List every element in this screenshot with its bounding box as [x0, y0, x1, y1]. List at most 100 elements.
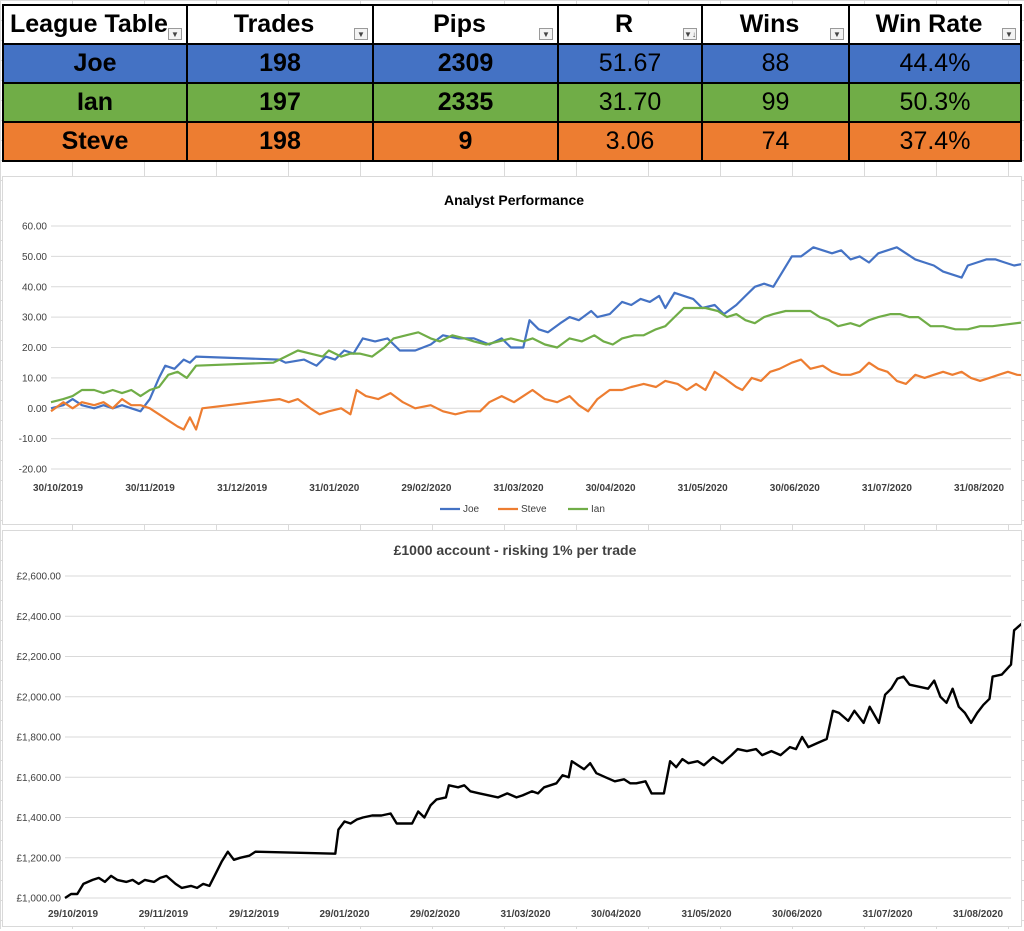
header-cell-r: R ▼↓: [557, 4, 703, 45]
account-balance-svg: £1000 account - risking 1% per trade £2,…: [17, 542, 1024, 920]
table-row-steve: Steve 198 9 3.06 74 37.4%: [2, 121, 1022, 162]
sort-filter-dropdown-icon[interactable]: ▼↓: [683, 28, 697, 40]
x-tick-label: 30/06/2020: [772, 909, 822, 920]
x-tick-label: 29/11/2019: [139, 909, 189, 920]
x-tick-label: 31/05/2020: [681, 909, 731, 920]
y-tick-label: -20.00: [19, 465, 48, 476]
x-tick-label: 31/08/2020: [953, 909, 1003, 920]
header-cell-trades: Trades ▼: [186, 4, 374, 45]
x-tick-label: 30/11/2019: [125, 483, 175, 494]
y-tick-label: £1,400.00: [17, 813, 62, 824]
cell-wins[interactable]: 99: [701, 82, 850, 123]
filter-dropdown-icon[interactable]: ▼: [830, 28, 844, 40]
x-tick-label: 30/04/2020: [586, 483, 636, 494]
cell-r[interactable]: 51.67: [557, 43, 703, 84]
x-tick-label: 31/12/2019: [217, 483, 267, 494]
filter-dropdown-icon[interactable]: ▼: [1002, 28, 1016, 40]
cell-win-rate[interactable]: 44.4%: [848, 43, 1022, 84]
y-tick-label: 0.00: [28, 404, 48, 415]
chart-title: Analyst Performance: [444, 192, 584, 208]
table-row-ian: Ian 197 2335 31.70 99 50.3%: [2, 82, 1022, 123]
x-tick-label: 29/02/2020: [401, 483, 451, 494]
x-tick-label: 30/06/2020: [770, 483, 820, 494]
y-tick-label: £1,000.00: [17, 894, 62, 905]
x-axis-ticks: 29/10/2019 29/11/2019 29/12/2019 29/01/2020…: [48, 909, 1003, 920]
legend: Joe Steve Ian: [440, 504, 605, 515]
analyst-performance-svg: Analyst Performance 60.00 50.00 40.00 30.00…: [19, 192, 1024, 515]
y-tick-label: £2,400.00: [17, 612, 62, 623]
legend-label: Ian: [591, 504, 605, 515]
cell-pips[interactable]: 2309: [372, 43, 559, 84]
x-tick-label: 31/07/2020: [862, 909, 912, 920]
x-tick-label: 29/01/2020: [319, 909, 369, 920]
header-label: R: [614, 10, 634, 38]
series-line[interactable]: [64, 620, 1024, 900]
cell-trades[interactable]: 198: [186, 43, 374, 84]
legend-item-joe[interactable]: Joe: [440, 504, 480, 515]
cell-trades[interactable]: 198: [186, 121, 374, 162]
x-tick-label: 29/02/2020: [410, 909, 460, 920]
chart-title: £1000 account - risking 1% per trade: [394, 542, 637, 558]
cell-wins[interactable]: 88: [701, 43, 850, 84]
gridlines: [51, 225, 1011, 470]
cell-name[interactable]: Steve: [2, 121, 188, 162]
cell-win-rate[interactable]: 50.3%: [848, 82, 1022, 123]
y-tick-label: £1,200.00: [17, 853, 62, 864]
table-row-joe: Joe 198 2309 51.67 88 44.4%: [2, 43, 1022, 84]
x-tick-label: 31/05/2020: [678, 483, 728, 494]
header-label: Win Rate: [875, 10, 983, 38]
cell-win-rate[interactable]: 37.4%: [848, 121, 1022, 162]
legend-item-steve[interactable]: Steve: [498, 504, 547, 515]
y-tick-label: £1,600.00: [17, 773, 62, 784]
cell-name[interactable]: Joe: [2, 43, 188, 84]
y-tick-label: 30.00: [22, 313, 47, 324]
x-tick-label: 31/03/2020: [500, 909, 550, 920]
series-line-joe[interactable]: [50, 246, 1024, 413]
header-cell-league-table: League Table ▼: [2, 4, 188, 45]
series-lines: [50, 246, 1024, 431]
y-tick-label: 50.00: [22, 252, 47, 263]
analyst-performance-chart[interactable]: Analyst Performance 60.00 50.00 40.00 30.00…: [2, 176, 1024, 525]
league-table: League Table ▼ Trades ▼ Pips ▼ R ▼↓ Wins ▼ Wi…: [2, 4, 1022, 162]
x-tick-label: 31/08/2020: [954, 483, 1004, 494]
cell-pips[interactable]: 2335: [372, 82, 559, 123]
x-tick-label: 30/10/2019: [33, 483, 83, 494]
y-tick-label: £2,000.00: [17, 692, 62, 703]
y-tick-label: £1,800.00: [17, 733, 62, 744]
y-tick-label: £2,200.00: [17, 652, 62, 663]
cell-trades[interactable]: 197: [186, 82, 374, 123]
y-tick-label: 40.00: [22, 282, 47, 293]
filter-dropdown-icon[interactable]: ▼: [168, 28, 182, 40]
legend-item-ian[interactable]: Ian: [568, 504, 605, 515]
gridlines: [65, 575, 1011, 899]
y-tick-label: -10.00: [19, 434, 48, 445]
x-tick-label: 31/03/2020: [493, 483, 543, 494]
header-label: League Table: [10, 10, 168, 38]
x-tick-label: 31/01/2020: [309, 483, 359, 494]
account-balance-chart[interactable]: £1000 account - risking 1% per trade £2,…: [2, 530, 1024, 927]
x-tick-label: 31/07/2020: [862, 483, 912, 494]
filter-dropdown-icon[interactable]: ▼: [354, 28, 368, 40]
cell-name[interactable]: Ian: [2, 82, 188, 123]
series-lines: [64, 620, 1024, 900]
header-label: Pips: [433, 10, 486, 38]
y-axis-ticks: 60.00 50.00 40.00 30.00 20.00 10.00 0.00 -10.00…: [19, 222, 48, 476]
y-tick-label: 10.00: [22, 373, 47, 384]
header-cell-wins: Wins ▼: [701, 4, 850, 45]
header-cell-pips: Pips ▼: [372, 4, 559, 45]
cell-r[interactable]: 3.06: [557, 121, 703, 162]
cell-r[interactable]: 31.70: [557, 82, 703, 123]
x-tick-label: 29/10/2019: [48, 909, 98, 920]
series-line-ian[interactable]: [50, 306, 1024, 404]
filter-dropdown-icon[interactable]: ▼: [539, 28, 553, 40]
y-tick-label: 20.00: [22, 343, 47, 354]
y-tick-label: £2,600.00: [17, 572, 62, 583]
x-tick-label: 30/04/2020: [591, 909, 641, 920]
header-label: Wins: [739, 10, 800, 38]
header-label: Trades: [233, 10, 315, 38]
x-tick-label: 29/12/2019: [229, 909, 279, 920]
cell-wins[interactable]: 74: [701, 121, 850, 162]
series-line-steve[interactable]: [50, 358, 1024, 431]
legend-label: Steve: [521, 504, 547, 515]
cell-pips[interactable]: 9: [372, 121, 559, 162]
